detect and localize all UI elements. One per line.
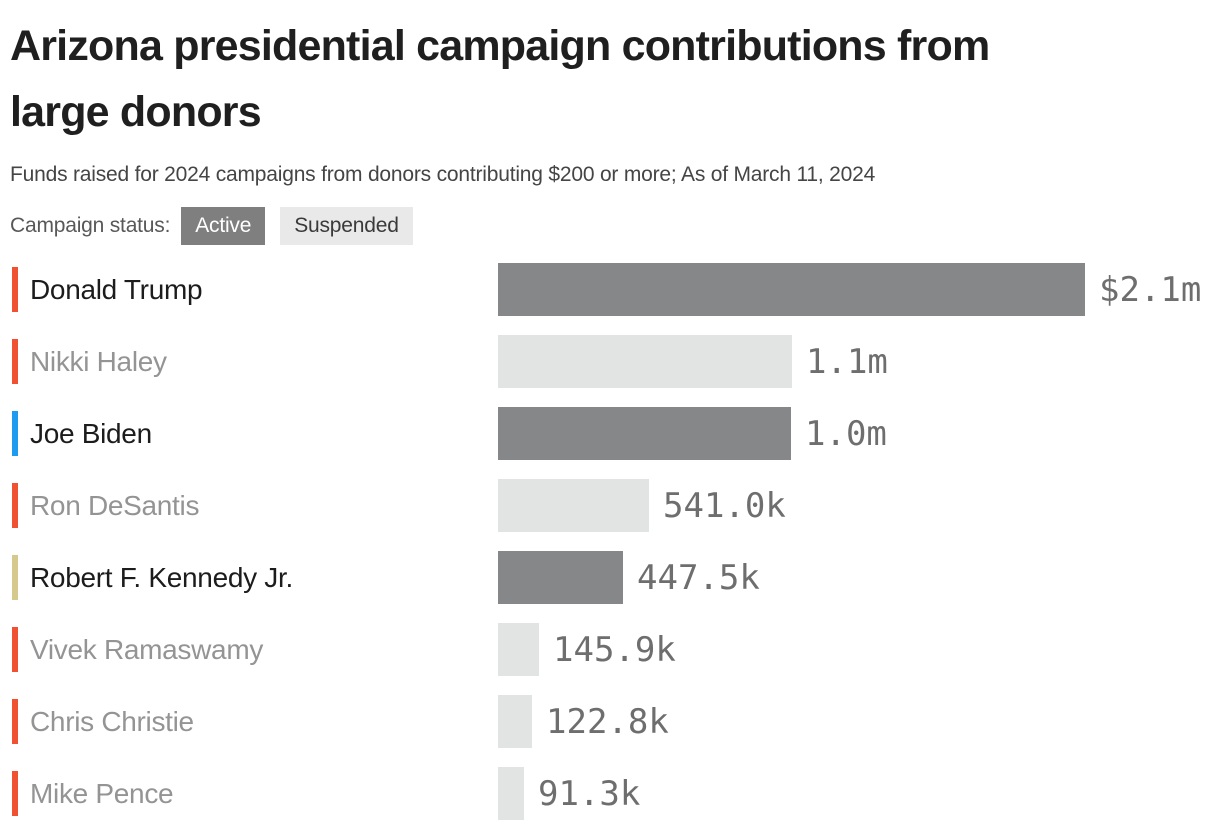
value-label: 1.0m [805,414,887,454]
candidate-name: Chris Christie [30,706,194,737]
party-tick [12,627,18,672]
party-tick [12,411,18,456]
chart-row: Nikki Haley 1.1m [0,335,1220,388]
candidate-name: Joe Biden [30,418,152,449]
candidate-name: Donald Trump [30,274,203,305]
chart-title-line-2: large donors [10,88,262,136]
chart-row: Ron DeSantis 541.0k [0,479,1220,532]
value-label: 447.5k [637,558,760,598]
chart-row: Chris Christie 122.8k [0,695,1220,748]
contribution-bar [498,479,649,532]
candidate-name: Ron DeSantis [30,490,200,521]
value-label: 145.9k [553,630,676,670]
party-tick [12,267,18,312]
chart-subtitle: Funds raised for 2024 campaigns from don… [10,163,876,186]
chart-title-line-1: Arizona presidential campaign contributi… [10,22,990,70]
value-label: 91.3k [538,774,641,814]
party-tick [12,339,18,384]
contribution-bar [498,407,791,460]
candidate-name: Mike Pence [30,778,174,809]
chart-row: Donald Trump $2.1m [0,263,1220,316]
contribution-bar [498,263,1085,316]
party-tick [12,483,18,528]
chart-row: Vivek Ramaswamy 145.9k [0,623,1220,676]
contribution-bar [498,695,532,748]
candidate-name: Robert F. Kennedy Jr. [30,562,293,593]
value-label: 1.1m [806,342,888,382]
chart-row: Mike Pence 91.3k [0,767,1220,820]
value-label: 122.8k [546,702,669,742]
party-tick [12,699,18,744]
candidate-name: Nikki Haley [30,346,167,377]
bar-chart: Donald Trump $2.1m Nikki Haley 1.1m Joe Bide… [0,263,1220,830]
campaign-status-legend: Campaign status: Active Suspended [10,207,413,245]
chart-row: Robert F. Kennedy Jr. 447.5k [0,551,1220,604]
contribution-bar [498,767,524,820]
contribution-bar [498,623,539,676]
value-label: $2.1m [1099,270,1202,310]
legend-label: Campaign status: [10,214,171,237]
value-label: 541.0k [663,486,786,526]
contribution-bar [498,335,792,388]
party-tick [12,771,18,816]
legend-badge-active: Active [181,207,266,245]
chart-title: Arizona presidential campaign contributi… [10,13,1200,145]
chart-row: Joe Biden 1.0m [0,407,1220,460]
party-tick [12,555,18,600]
candidate-name: Vivek Ramaswamy [30,634,264,665]
legend-badge-suspended: Suspended [280,207,413,245]
contribution-bar [498,551,623,604]
